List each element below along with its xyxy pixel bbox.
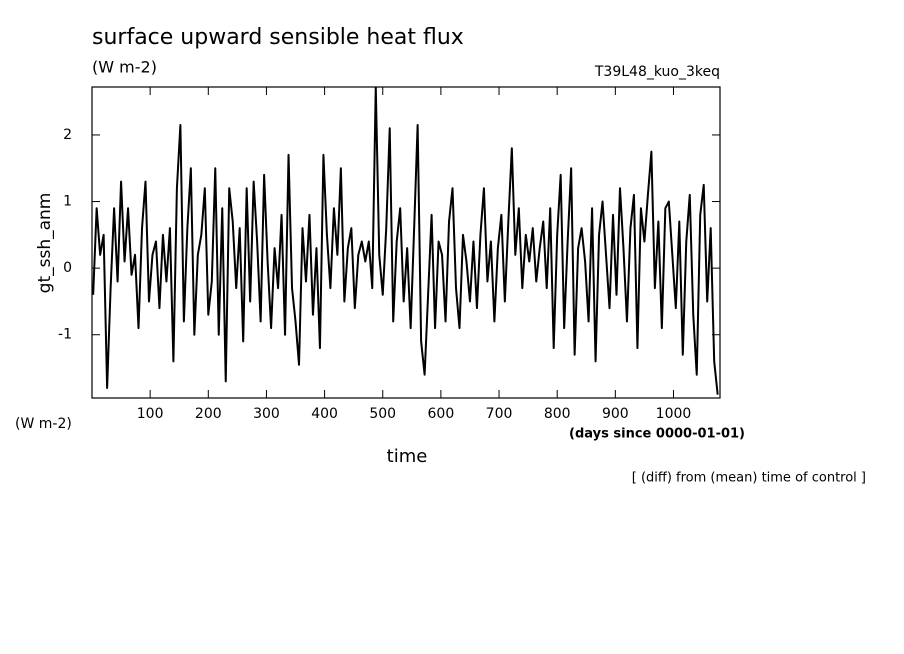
y-axis-label: gt_ssh_anm xyxy=(35,193,55,294)
x-tick-label: 400 xyxy=(311,406,338,422)
y-tick-label: -1 xyxy=(58,327,72,343)
x-tick-label: 200 xyxy=(195,406,222,422)
plot-frame xyxy=(91,86,721,399)
chart-title: surface upward sensible heat flux xyxy=(92,25,464,50)
y-tick-label: 0 xyxy=(63,260,72,276)
y-tick-label: 1 xyxy=(63,194,72,210)
footnote: [ (diff) from (mean) time of control ] xyxy=(632,471,866,486)
x-tick-label: 800 xyxy=(544,406,571,422)
x-tick-label: 600 xyxy=(428,406,455,422)
y-tick-label: 2 xyxy=(63,127,72,143)
run-annotation: T39L48_kuo_3keq xyxy=(594,64,720,80)
y-axis-units: (W m-2) xyxy=(15,416,72,432)
x-tick-label: 500 xyxy=(369,406,396,422)
x-tick-label: 100 xyxy=(137,406,164,422)
chart-subtitle: (W m-2) xyxy=(92,58,157,77)
x-axis-label: time xyxy=(387,446,428,467)
x-tick-label: 900 xyxy=(602,406,629,422)
data-line xyxy=(92,87,719,395)
x-tick-label: 1000 xyxy=(656,406,692,422)
x-axis-units: (days since 0000-01-01) xyxy=(569,427,745,442)
x-tick-label: 300 xyxy=(253,406,280,422)
x-tick-label: 700 xyxy=(486,406,513,422)
